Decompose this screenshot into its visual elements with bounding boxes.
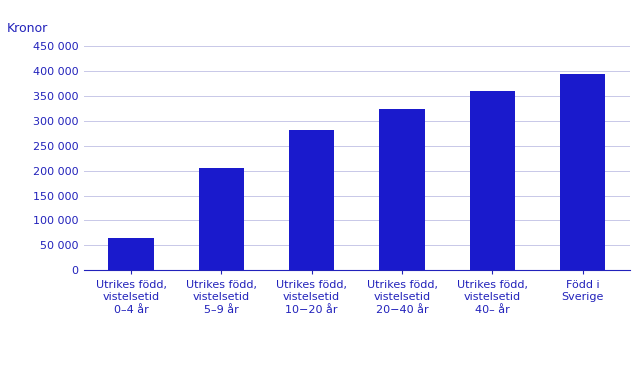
Bar <box>470 91 515 270</box>
Bar <box>199 168 244 270</box>
Bar <box>379 108 424 270</box>
Bar <box>109 238 154 270</box>
Bar <box>560 74 605 270</box>
Bar <box>289 130 334 270</box>
Text: Kronor: Kronor <box>6 22 48 35</box>
